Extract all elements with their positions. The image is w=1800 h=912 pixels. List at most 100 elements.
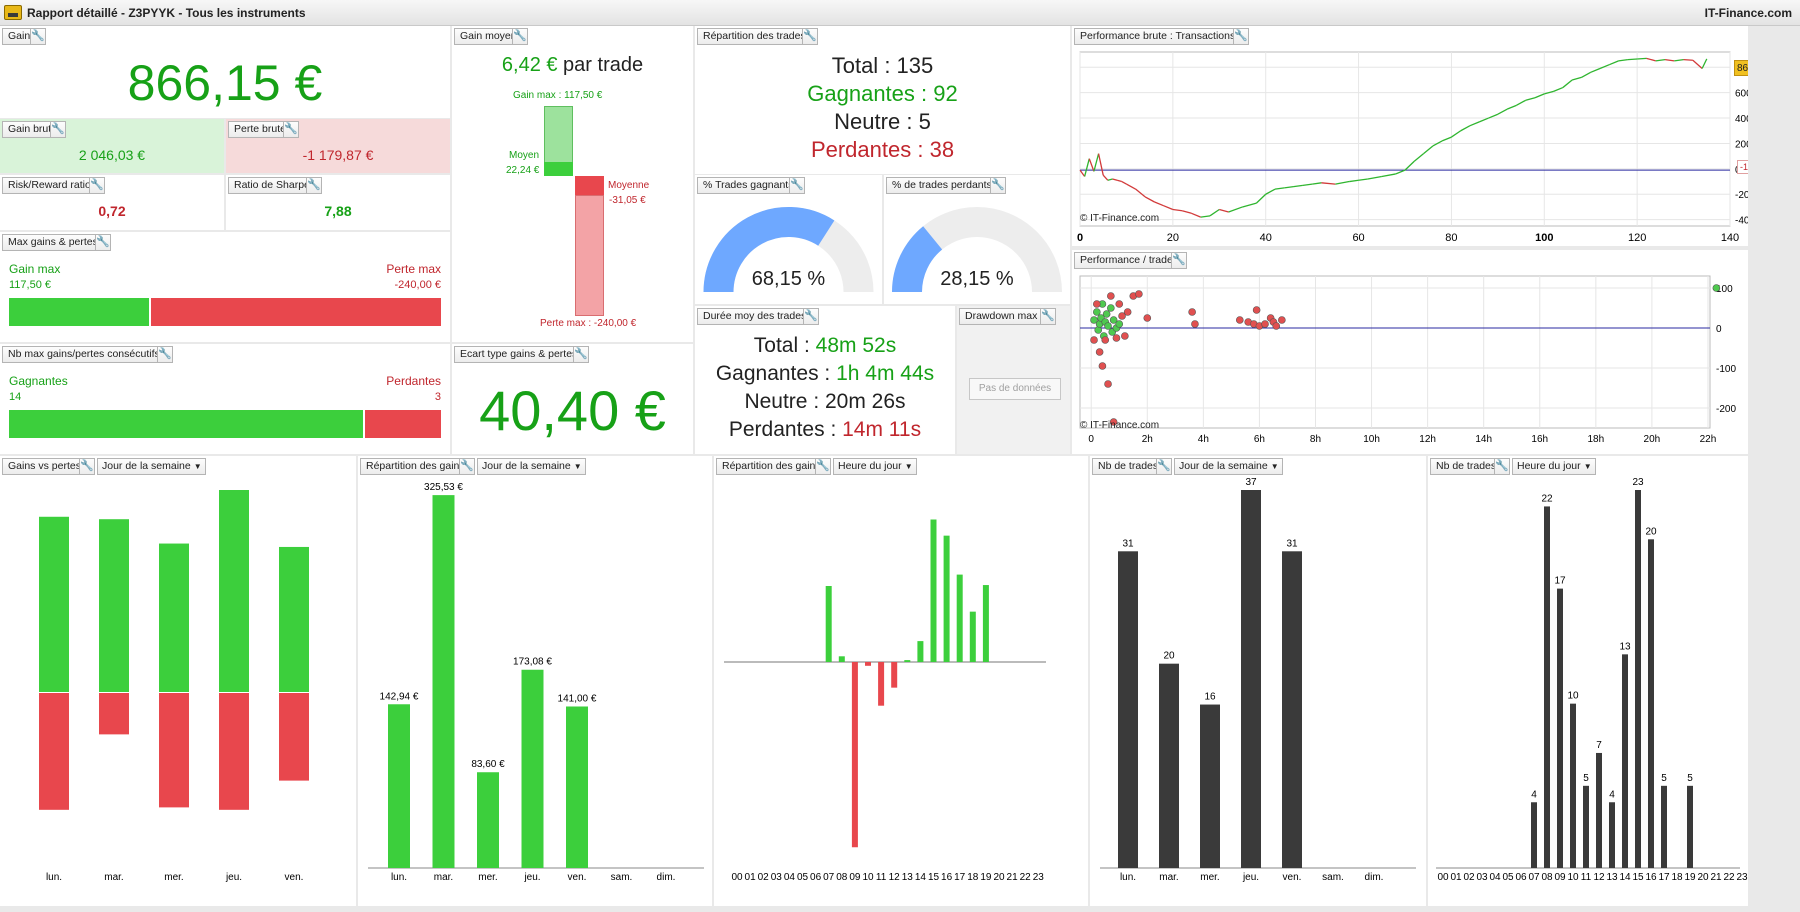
series-segment [1506,104,1517,110]
wrench-icon[interactable]: 🔧 [802,28,818,45]
period-dropdown[interactable]: Jour de la semaine ▼ [97,458,206,475]
x-tick-label: 23 [1736,872,1748,883]
nb-trades-jour-panel: Nb de trades 🔧 Jour de la semaine ▼ 31 lun… [1090,456,1426,906]
trades-gagnants-value: 68,15 % [751,268,826,290]
wrench-icon[interactable]: 🔧 [1233,28,1249,45]
perf-trade-copyright: © IT-Finance.com [1080,420,1160,431]
data-point [1107,292,1115,300]
dropdown-value: Jour de la semaine [102,460,191,472]
gain-max-label: Gain max [9,262,61,276]
period-dropdown[interactable]: Jour de la semaine ▼ [1174,458,1283,475]
y-tick-label: 200 [1735,139,1748,150]
data-label: 5 [1661,773,1667,784]
line-value: 38 [929,137,955,162]
data-point [1191,320,1199,328]
series-segment [1599,64,1610,70]
repartition-gagnantes: Gagnantes : 92 [807,81,958,106]
period-dropdown[interactable]: Jour de la semaine ▼ [477,458,586,475]
data-point [1107,304,1115,312]
data-point [1109,418,1118,426]
bar [943,535,950,662]
x-tick-label: 05 [797,872,809,883]
x-tick-label: 16 [1645,872,1657,883]
wrench-icon[interactable]: 🔧 [89,177,105,194]
x-tick-label: 08 [836,872,848,883]
wrench-icon[interactable]: 🔧 [1494,458,1510,475]
wrench-icon[interactable]: 🔧 [990,177,1006,194]
series-segment [1637,57,1647,60]
gains-vs-pertes-chart: lun. mar. mer. jeu. ven. [39,490,309,883]
gain-moyen-panel: Gain moyen 🔧 6,42 € par trade Gain max :… [452,26,693,342]
panel-tag: Nb de trades [1430,458,1503,475]
no-data-button[interactable]: Pas de données [969,378,1061,400]
series-segment [1274,187,1285,190]
series-segment [1367,175,1382,180]
x-tick-label: 18 [967,872,979,883]
period-dropdown[interactable]: Heure du jour ▼ [1512,458,1596,475]
series-segment [1534,93,1545,99]
x-tick-label: 10h [1363,434,1380,445]
x-tick-label: 20h [1644,434,1661,445]
x-tick-label: mer. [164,872,183,883]
series-segment [1497,108,1508,115]
wrench-icon[interactable]: 🔧 [512,28,528,45]
x-tick-label: jeu. [1242,872,1259,883]
wrench-icon[interactable]: 🔧 [789,177,805,194]
wrench-icon[interactable]: 🔧 [306,177,322,194]
bar [388,704,410,868]
y-tick-label: 400 [1735,114,1748,125]
x-tick-label: 10 [862,872,874,883]
series-segment [1163,205,1174,211]
wrench-icon[interactable]: 🔧 [95,234,111,251]
line-label: Perdantes [728,418,825,441]
series-segment [1609,60,1619,66]
repartition-trades-panel: Répartition des trades 🔧 Total : 135 Gag… [695,26,1070,174]
gain-moyen-bar [544,162,573,176]
sharpe-tag: Ratio de Sharpe [228,177,316,194]
wrench-icon[interactable]: 🔧 [1156,458,1172,475]
series-segment [1571,76,1582,81]
x-tick-label: jeu. [225,872,242,883]
consecutifs-bar [9,410,441,438]
wrench-icon[interactable]: 🔧 [815,458,831,475]
loss-bar [99,693,129,735]
series-segment [1121,180,1127,185]
data-point [1121,332,1129,340]
gain-moyen-tag: Gain moyen [454,28,523,45]
line-label: Neutre [834,109,901,134]
gain-panel: Gain 🔧 866,15 € [0,26,450,118]
wrench-icon[interactable]: 🔧 [30,28,46,45]
series-segment [1460,125,1471,132]
drawdown-tag: Drawdown max [959,308,1044,325]
series-segment [1664,58,1675,62]
series-segment [1191,212,1201,218]
nb-trades-heure-panel: Nb de trades 🔧 Heure du jour ▼ 00 01 02 03 04… [1428,456,1748,906]
data-point [1252,306,1261,314]
series-segment [1553,86,1564,92]
gain-bar [159,543,189,692]
wrench-icon[interactable]: 🔧 [1171,252,1187,269]
wrench-icon[interactable]: 🔧 [283,121,299,138]
x-tick-label: 09 [849,872,861,883]
series-segment [1172,208,1183,212]
wrench-icon[interactable]: 🔧 [1040,308,1056,325]
period-dropdown[interactable]: Heure du jour ▼ [833,458,917,475]
wrench-icon[interactable]: 🔧 [573,346,589,363]
wrench-icon[interactable]: 🔧 [803,308,819,325]
data-point [1112,334,1121,342]
data-point [1278,316,1286,324]
x-tick-label: 20 [1167,232,1179,244]
gain-value: 866,15 € [127,55,323,111]
x-tick-label: 18 [1671,872,1683,883]
line-value: 135 [896,53,934,78]
wrench-icon[interactable]: 🔧 [157,346,173,363]
wrench-icon[interactable]: 🔧 [79,458,95,475]
wrench-icon[interactable]: 🔧 [50,121,66,138]
wrench-icon[interactable]: 🔧 [459,458,475,475]
x-tick-label: sam. [611,872,633,883]
trades-perdants-panel: % de trades perdants 🔧 28,15 % [884,175,1070,304]
data-point [1101,336,1110,344]
bar [1570,703,1576,868]
consecutifs-perte-value: 3 [434,391,441,403]
data-label: 20 [1163,651,1175,662]
